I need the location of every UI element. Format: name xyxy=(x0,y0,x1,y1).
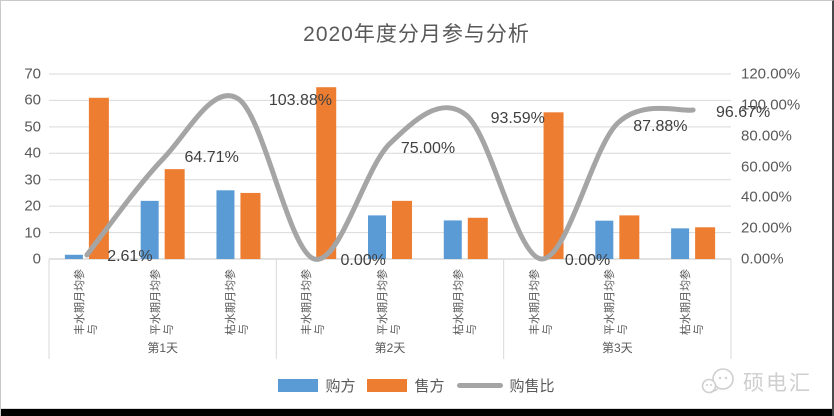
legend-label-seller: 售方 xyxy=(414,378,445,395)
category-label: 丰水期月均参与 xyxy=(301,269,327,335)
left-axis-tick: 20 xyxy=(24,197,41,215)
right-axis-tick: 100.00% xyxy=(741,96,801,114)
bar-seller-8 xyxy=(695,227,716,259)
bar-buyer-0 xyxy=(64,254,83,259)
right-axis-tick: 60.00% xyxy=(741,158,792,175)
legend-item-ratio: 购售比 xyxy=(456,375,555,396)
watermark-text: 硕电汇 xyxy=(743,372,812,395)
ratio-data-label: 93.59% xyxy=(490,109,545,127)
group-label: 第3天 xyxy=(601,341,633,355)
bar-buyer-2 xyxy=(216,190,235,259)
bar-buyer-4 xyxy=(368,215,386,259)
category-label: 平水期月均参与 xyxy=(604,269,630,335)
ratio-line xyxy=(84,93,696,262)
left-axis-tick: 0 xyxy=(32,250,41,268)
left-axis-tick: 40 xyxy=(24,144,41,162)
ratio-data-label: 103.88% xyxy=(268,91,333,109)
bar-seller-2 xyxy=(240,192,261,259)
brand-watermark: 硕电汇 xyxy=(700,364,812,400)
bar-seller-6 xyxy=(543,112,564,259)
chat-bubbles-icon xyxy=(701,368,734,394)
bar-seller-0 xyxy=(88,97,109,260)
ratio-data-label: 75.00% xyxy=(400,140,456,158)
bar-seller-3 xyxy=(316,87,337,259)
left-axis-tick: 70 xyxy=(24,65,41,83)
seller-swatch-icon xyxy=(367,379,408,392)
ratio-data-label: 0.00% xyxy=(340,252,386,269)
left-axis-tick: 50 xyxy=(24,118,41,136)
category-label: 枯水期月均参与 xyxy=(680,269,706,335)
bar-seller-7 xyxy=(619,215,640,259)
right-axis-tick: 20.00% xyxy=(741,219,792,237)
bar-seller-5 xyxy=(467,217,488,259)
left-axis-tick: 30 xyxy=(24,171,41,189)
group-label: 第1天 xyxy=(147,341,178,355)
bar-seller-4 xyxy=(392,200,412,259)
bar-seller-1 xyxy=(164,169,185,259)
category-label: 丰水期月均参与 xyxy=(73,269,99,335)
legend-label-ratio: 购售比 xyxy=(509,378,555,395)
category-label: 平水期月均参与 xyxy=(149,269,175,335)
legend: 购方 售方 购售比 xyxy=(1,375,832,396)
legend-item-buyer: 购方 xyxy=(278,375,355,396)
ratio-data-label: 2.61% xyxy=(107,247,153,265)
category-label: 平水期月均参与 xyxy=(377,269,402,335)
right-axis-tick: 40.00% xyxy=(741,188,792,206)
ratio-data-label: 64.71% xyxy=(184,149,239,167)
buyer-swatch-icon xyxy=(278,379,319,392)
bar-buyer-1 xyxy=(140,200,159,259)
ratio-data-label: 87.88% xyxy=(633,117,688,135)
category-label: 丰水期月均参与 xyxy=(528,269,554,335)
ratio-data-label: 0.00% xyxy=(564,252,611,269)
right-axis-tick: 120.00% xyxy=(741,65,801,83)
bar-buyer-5 xyxy=(443,220,462,259)
left-axis-tick: 60 xyxy=(24,91,41,109)
bottom-black-bar xyxy=(1,408,832,416)
category-label: 枯水期月均参与 xyxy=(452,269,478,335)
bar-buyer-8 xyxy=(671,228,690,259)
right-axis-tick: 80.00% xyxy=(741,127,792,145)
ratio-data-label: 96.67% xyxy=(715,103,771,121)
category-label: 枯水期月均参与 xyxy=(225,269,251,335)
left-axis-tick: 10 xyxy=(24,224,41,242)
legend-label-buyer: 购方 xyxy=(325,378,356,395)
bar-buyer-7 xyxy=(595,220,614,259)
legend-item-seller: 售方 xyxy=(367,375,445,396)
right-axis-tick: 0.00% xyxy=(741,250,784,268)
ratio-line-swatch-icon xyxy=(456,383,503,388)
chart-title: 2020年度分月参与分析 xyxy=(303,23,530,46)
group-label: 第2天 xyxy=(374,341,406,355)
